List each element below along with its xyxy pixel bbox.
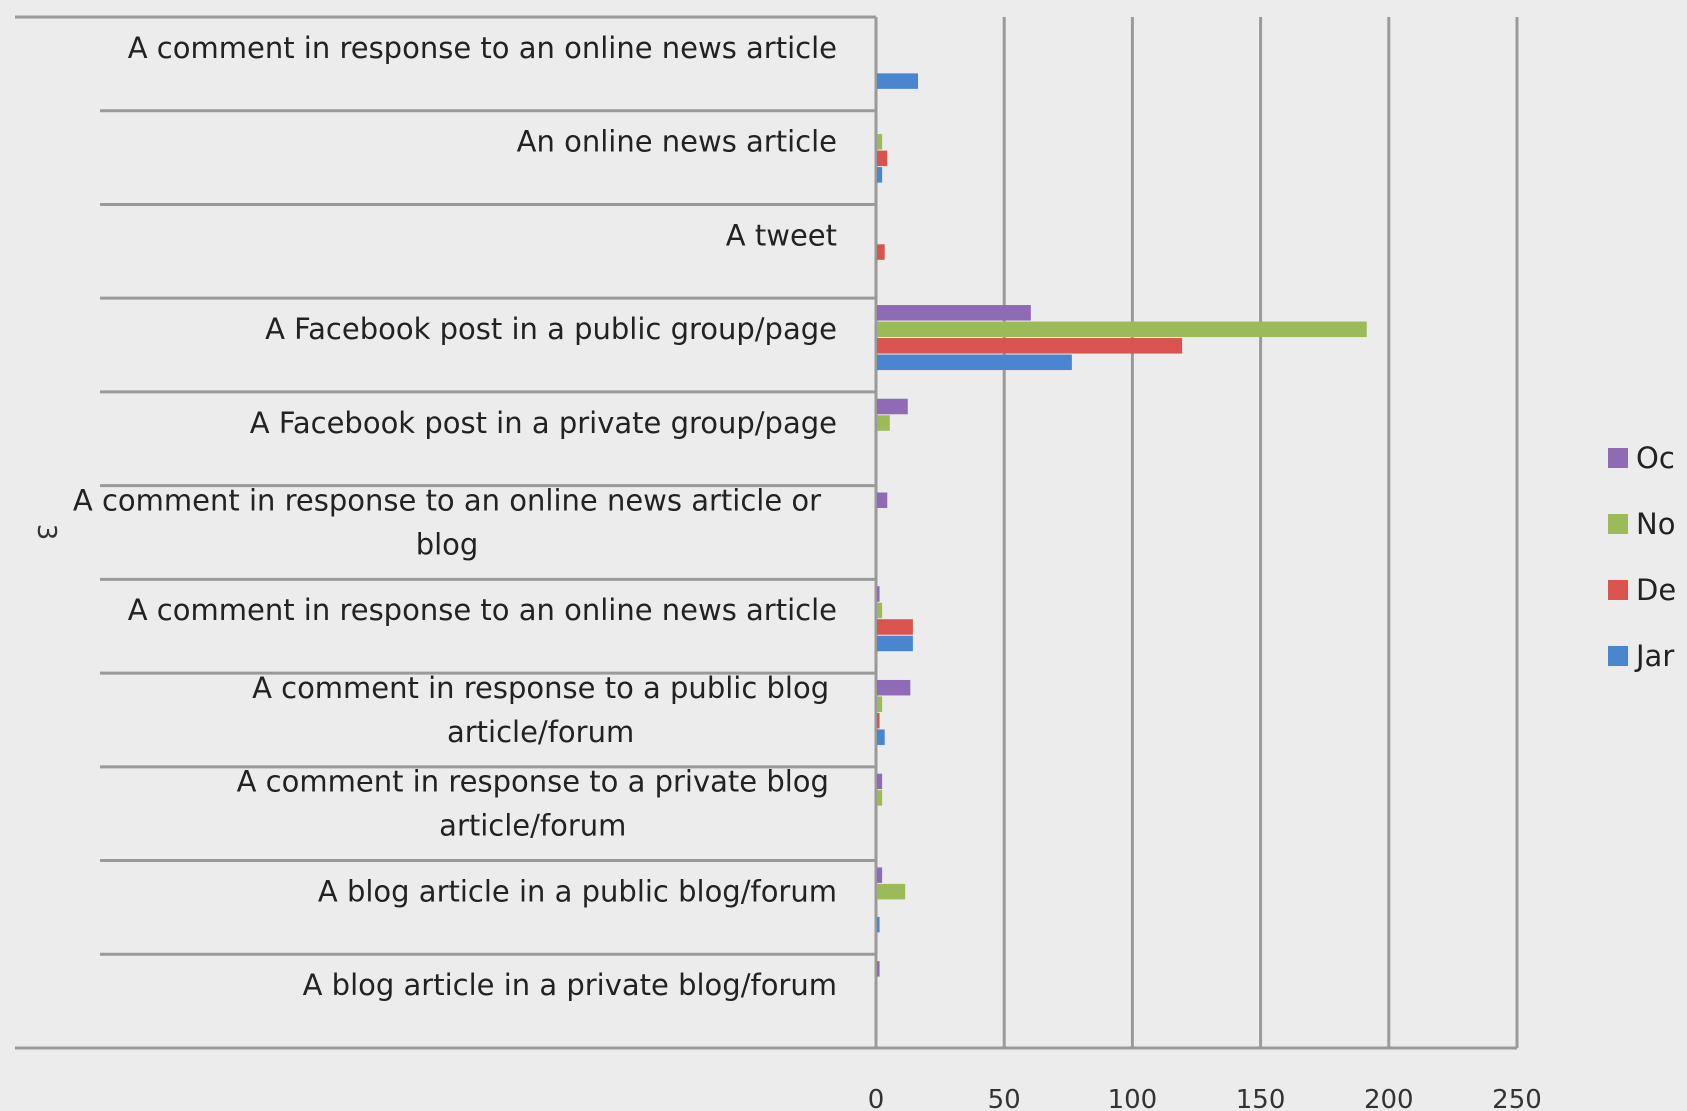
x-axis-tick-labels: 0 50 100 150 200 250: [868, 1085, 1542, 1111]
x-tick-label: 50: [988, 1085, 1021, 1111]
bar: [877, 867, 883, 883]
bar: [877, 602, 883, 619]
bar: [877, 712, 880, 729]
bar: [877, 586, 880, 602]
category-label: A comment in response to an online news …: [128, 31, 837, 65]
bar: [877, 398, 908, 415]
category-label: A comment in response to an online news …: [128, 593, 837, 627]
bar: [877, 305, 1031, 321]
bar: [877, 679, 911, 696]
category-label: A Facebook post in a public group/page: [265, 312, 837, 346]
bar: [877, 635, 913, 652]
bars: [877, 73, 1367, 977]
bar: [877, 167, 883, 183]
bar: [877, 244, 885, 260]
bar: [877, 916, 880, 933]
legend-swatch: [1608, 514, 1628, 534]
category-label: A Facebook post in a private group/page: [250, 406, 837, 440]
legend-swatch: [1608, 646, 1628, 666]
legend-label: Oc: [1636, 441, 1675, 475]
x-tick-label: 0: [868, 1085, 885, 1111]
category-labels: A comment in response to an online news …: [73, 31, 837, 1002]
bar: [877, 492, 888, 508]
bar: [877, 354, 1072, 371]
bar: [877, 134, 883, 150]
bar: [877, 415, 890, 431]
category-label: A comment in response to a private blog a…: [237, 765, 829, 843]
bar: [877, 338, 1183, 354]
bar: [877, 150, 888, 167]
category-label: A comment in response to a public blog ar…: [252, 671, 829, 749]
bar: [877, 619, 913, 635]
bar: [877, 729, 885, 745]
bar: [877, 790, 883, 806]
legend-label: De: [1636, 573, 1676, 607]
legend-swatch: [1608, 448, 1628, 468]
bar: [877, 773, 883, 790]
x-tick-label: 200: [1364, 1085, 1414, 1111]
legend-label: No: [1636, 507, 1675, 541]
category-label: A blog article in a public blog/forum: [318, 874, 837, 908]
group-label: 3: [31, 524, 61, 541]
category-label: A comment in response to an online news …: [73, 484, 821, 562]
x-tick-label: 250: [1492, 1085, 1542, 1111]
bar: [877, 696, 883, 712]
gridlines: [1002, 17, 1519, 1048]
chart-frame: [15, 15, 1517, 1050]
legend-label: Jar: [1634, 639, 1674, 673]
bar: [877, 961, 880, 977]
category-label: A tweet: [726, 218, 837, 252]
x-tick-label: 100: [1108, 1085, 1158, 1111]
category-label: A blog article in a private blog/forum: [303, 968, 837, 1002]
bar: [877, 883, 906, 900]
category-label: An online news article: [517, 125, 837, 159]
legend-swatch: [1608, 580, 1628, 600]
legend: Oc No De Jar: [1608, 441, 1676, 673]
bar: [877, 73, 919, 89]
x-tick-label: 150: [1236, 1085, 1286, 1111]
bar: [877, 321, 1367, 338]
